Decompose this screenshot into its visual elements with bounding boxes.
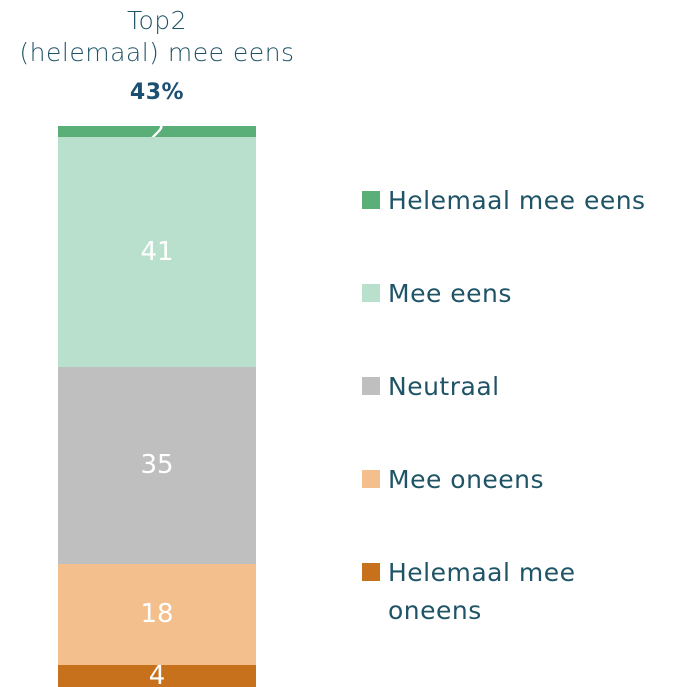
- bar-segment: 4: [58, 664, 256, 687]
- legend-label: Helemaal mee eens: [388, 186, 646, 215]
- bar-segment: 18: [58, 563, 256, 665]
- data-label: 41: [140, 237, 174, 268]
- data-label: 2: [149, 126, 166, 137]
- data-label: 4: [148, 664, 166, 687]
- data-label: 18: [140, 599, 174, 630]
- bar-segment: 2: [58, 126, 256, 138]
- top2-total: 43%: [129, 80, 185, 105]
- legend-label: Mee oneens: [388, 465, 545, 494]
- legend-swatch: [362, 191, 380, 209]
- legend-swatch: [362, 377, 380, 395]
- data-label: 35: [140, 450, 174, 481]
- chart-subtitle: (helemaal) mee eens: [19, 38, 295, 67]
- legend-item: Neutraal: [362, 368, 500, 406]
- legend-item: Helemaal mee eens: [362, 182, 646, 220]
- legend-swatch: [362, 470, 380, 488]
- legend-label: Neutraal: [388, 372, 500, 401]
- legend-item: Helemaal mee oneens: [362, 554, 668, 630]
- legend-item: Mee eens: [362, 275, 512, 313]
- legend-label: Mee eens: [388, 279, 512, 308]
- bar-segment: 35: [58, 367, 256, 564]
- bar-segment: 41: [58, 137, 256, 368]
- legend-label: Helemaal mee oneens: [388, 558, 576, 625]
- legend-swatch: [362, 284, 380, 302]
- legend-item: Mee oneens: [362, 461, 544, 499]
- chart-title: Top2: [126, 6, 188, 35]
- legend-swatch: [362, 563, 380, 581]
